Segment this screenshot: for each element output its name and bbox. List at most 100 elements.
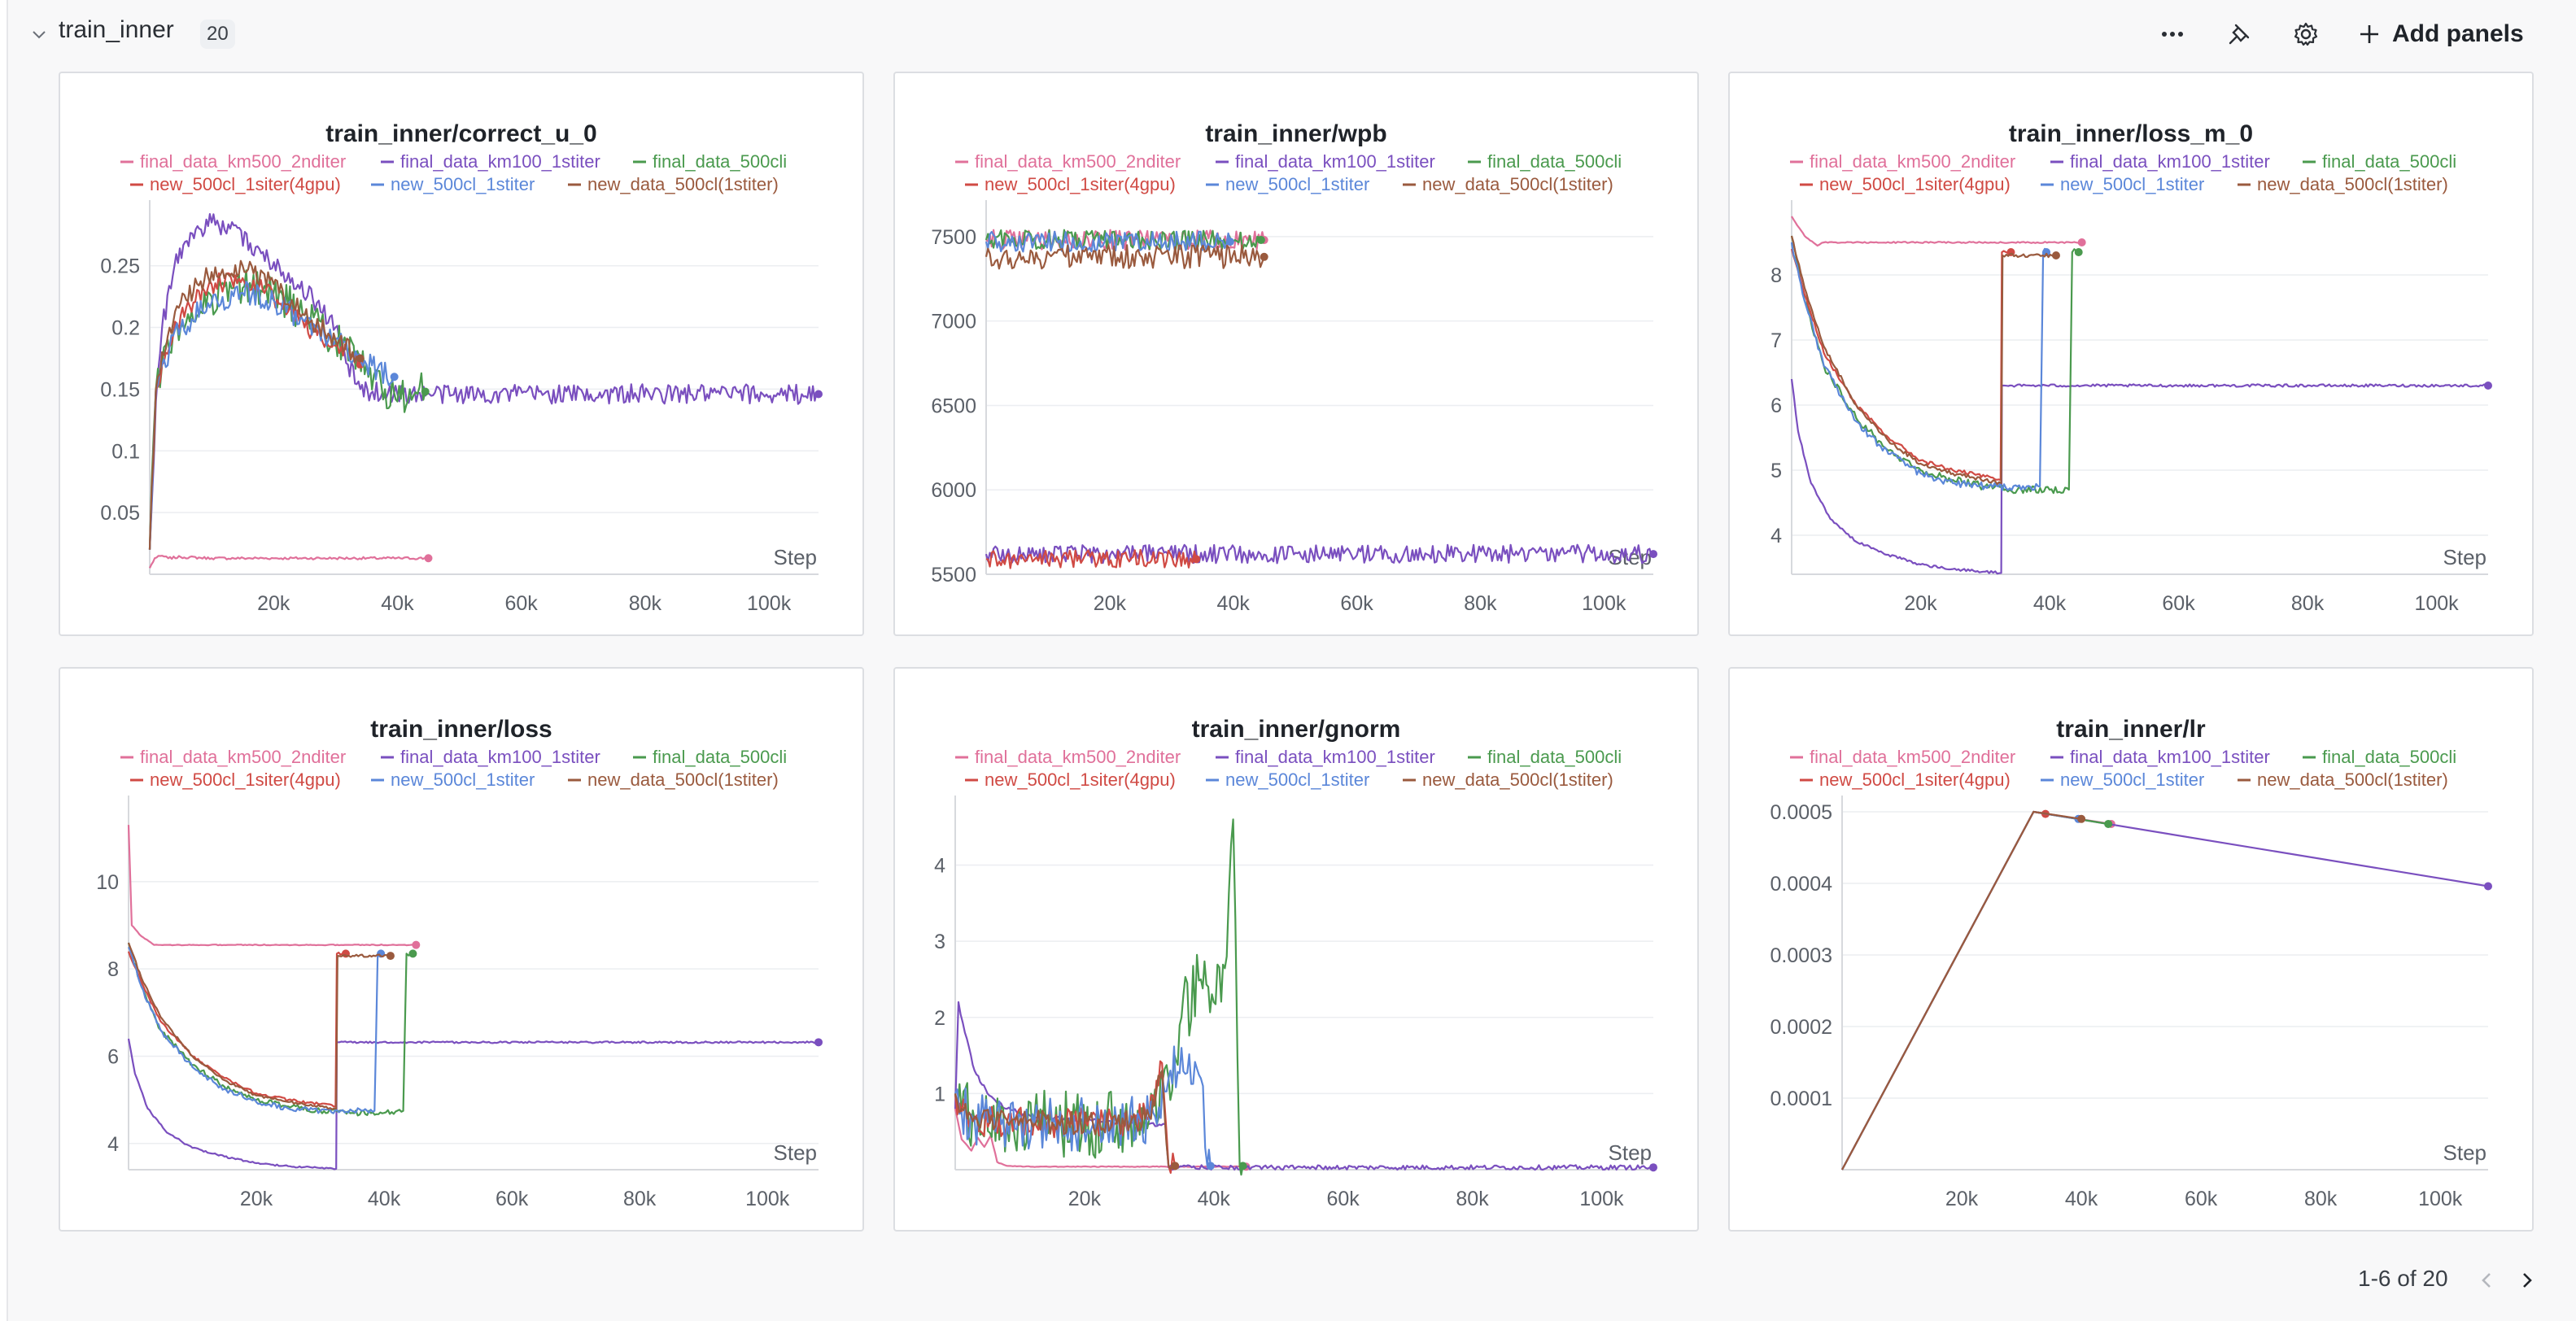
section-header: train_inner 20 Add panels xyxy=(7,0,2576,68)
x-tick-label: 40k xyxy=(368,1188,401,1210)
legend-item[interactable]: final_data_km500_2nditer xyxy=(1810,151,2015,172)
legend-item[interactable]: final_data_500cli xyxy=(2322,747,2456,767)
series-end-point xyxy=(2077,814,2086,823)
legend-item[interactable]: final_data_km500_2nditer xyxy=(975,747,1181,767)
legend-item[interactable]: final_data_km500_2nditer xyxy=(140,747,346,767)
series-end-point xyxy=(2042,248,2051,256)
x-tick-label: 80k xyxy=(623,1188,657,1210)
x-tick-label: 100k xyxy=(1582,592,1626,615)
add-panels-button[interactable]: Add panels xyxy=(2358,15,2524,54)
legend-item[interactable]: new_data_500cl(1stiter) xyxy=(587,174,779,194)
legend-item[interactable]: new_500cl_1stiter xyxy=(2060,174,2204,194)
legend-item[interactable]: new_500cl_1stiter xyxy=(1225,769,1369,790)
legend-item[interactable]: new_500cl_1siter(4gpu) xyxy=(1819,769,2011,790)
legend-item[interactable]: new_500cl_1stiter xyxy=(2060,769,2204,790)
legend-item[interactable]: final_data_km500_2nditer xyxy=(975,151,1181,172)
legend-item[interactable]: final_data_500cli xyxy=(653,747,787,767)
legend-item[interactable]: new_500cl_1stiter xyxy=(391,769,535,790)
sidebar-edge xyxy=(0,0,8,1321)
legend-item[interactable]: new_500cl_1siter(4gpu) xyxy=(1819,174,2011,194)
y-tick-label: 0.25 xyxy=(100,255,140,278)
legend-item[interactable]: new_data_500cl(1stiter) xyxy=(2257,769,2448,790)
y-tick-label: 5500 xyxy=(931,564,976,586)
series-end-point xyxy=(421,387,430,396)
chevron-down-icon[interactable] xyxy=(29,24,49,44)
chart-svg: train_inner/loss_m_0 final_data_km500_2nd… xyxy=(1770,120,2492,615)
next-page-button[interactable] xyxy=(2513,1266,2542,1295)
chart-svg: train_inner/loss final_data_km500_2nditer… xyxy=(96,716,823,1210)
y-tick-label: 0.0004 xyxy=(1770,873,1833,896)
legend-item[interactable]: final_data_km100_1stiter xyxy=(1235,151,1435,172)
chart-svg: train_inner/wpb final_data_km500_2nditer f… xyxy=(931,120,1657,615)
y-tick-label: 0.0005 xyxy=(1770,801,1832,824)
series-line xyxy=(985,230,1231,253)
chart-svg: train_inner/gnorm final_data_km500_2ndite… xyxy=(934,716,1657,1210)
legend-item[interactable]: final_data_km100_1stiter xyxy=(2070,747,2270,767)
legend-item[interactable]: new_data_500cl(1stiter) xyxy=(2257,174,2448,194)
legend-item[interactable]: final_data_km100_1stiter xyxy=(2070,151,2270,172)
chart-panel[interactable]: train_inner/lr final_data_km500_2nditer fi… xyxy=(1728,667,2534,1232)
x-tick-label: 40k xyxy=(1198,1188,1231,1210)
legend-item[interactable]: new_data_500cl(1stiter) xyxy=(587,769,779,790)
legend-item[interactable]: final_data_km500_2nditer xyxy=(140,151,346,172)
series-line xyxy=(954,1108,1247,1168)
legend-item[interactable]: new_500cl_1siter(4gpu) xyxy=(985,174,1176,194)
series-line xyxy=(954,1070,1176,1171)
y-tick-label: 8 xyxy=(1770,264,1782,287)
prev-page-button[interactable] xyxy=(2472,1266,2501,1295)
y-tick-label: 0.2 xyxy=(111,317,140,340)
x-tick-label: 20k xyxy=(1094,592,1127,615)
legend-item[interactable]: new_500cl_1siter(4gpu) xyxy=(150,174,341,194)
chart-title: train_inner/loss xyxy=(370,716,552,743)
more-horizontal-icon[interactable] xyxy=(2155,16,2190,52)
x-tick-label: 40k xyxy=(1217,592,1251,615)
x-axis-label: Step xyxy=(2443,545,2487,569)
gear-icon[interactable] xyxy=(2288,16,2324,52)
panel-count-badge: 20 xyxy=(200,20,235,49)
chart-title: train_inner/lr xyxy=(2056,716,2206,743)
chart-panel[interactable]: train_inner/wpb final_data_km500_2nditer f… xyxy=(893,72,1699,636)
legend-item[interactable]: new_data_500cl(1stiter) xyxy=(1422,769,1613,790)
pagination-label: 1-6 of 20 xyxy=(2358,1266,2448,1291)
series-end-point xyxy=(1260,252,1268,261)
chart-panel[interactable]: train_inner/correct_u_0 final_data_km500_… xyxy=(59,72,864,636)
x-axis-label: Step xyxy=(774,1140,818,1165)
chart-panel[interactable]: train_inner/loss final_data_km500_2nditer… xyxy=(59,667,864,1232)
section-title[interactable]: train_inner xyxy=(59,16,174,43)
x-tick-label: 80k xyxy=(2291,592,2325,615)
legend-item[interactable]: final_data_km100_1stiter xyxy=(400,151,600,172)
legend-item[interactable]: new_500cl_1siter(4gpu) xyxy=(150,769,341,790)
chart-svg: train_inner/lr final_data_km500_2nditer fi… xyxy=(1770,716,2492,1210)
series-end-point xyxy=(814,1038,823,1047)
x-axis-label: Step xyxy=(2443,1140,2487,1165)
series-end-point xyxy=(1238,1162,1247,1171)
series-end-point xyxy=(2484,882,2492,891)
chart-panel[interactable]: train_inner/gnorm final_data_km500_2ndite… xyxy=(893,667,1699,1232)
legend-item[interactable]: new_500cl_1siter(4gpu) xyxy=(985,769,1176,790)
x-tick-label: 20k xyxy=(257,592,290,615)
legend-item[interactable]: final_data_500cli xyxy=(2322,151,2456,172)
legend-item[interactable]: final_data_500cli xyxy=(1487,151,1622,172)
y-tick-label: 0.0001 xyxy=(1770,1088,1832,1110)
chart-panel[interactable]: train_inner/loss_m_0 final_data_km500_2nd… xyxy=(1728,72,2534,636)
y-tick-label: 4 xyxy=(934,855,945,878)
series-line xyxy=(1841,810,2079,1171)
legend-item[interactable]: final_data_km100_1stiter xyxy=(400,747,600,767)
series-line xyxy=(149,555,429,569)
legend-item[interactable]: final_data_500cli xyxy=(653,151,787,172)
series-end-point xyxy=(424,554,433,563)
x-tick-label: 100k xyxy=(745,1188,790,1210)
legend-item[interactable]: new_500cl_1stiter xyxy=(391,174,535,194)
chart-title: train_inner/loss_m_0 xyxy=(2009,120,2253,147)
legend-item[interactable]: new_500cl_1stiter xyxy=(1225,174,1369,194)
legend-item[interactable]: final_data_km100_1stiter xyxy=(1235,747,1435,767)
series-end-point xyxy=(814,390,823,399)
x-tick-label: 20k xyxy=(240,1188,273,1210)
legend-item[interactable]: final_data_500cli xyxy=(1487,747,1622,767)
legend-item[interactable]: new_data_500cl(1stiter) xyxy=(1422,174,1613,194)
pin-icon[interactable] xyxy=(2221,16,2257,52)
legend-item[interactable]: final_data_km500_2nditer xyxy=(1810,747,2015,767)
series-line xyxy=(127,942,391,1110)
series-line xyxy=(1841,810,2046,1171)
series-end-point xyxy=(1171,1162,1180,1171)
